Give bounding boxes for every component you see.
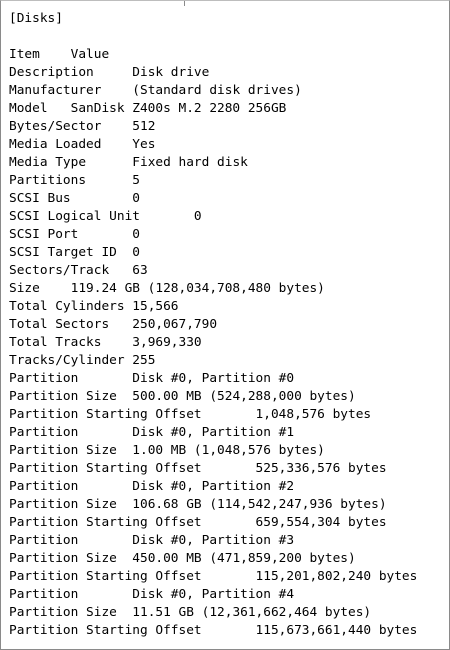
line-total-sectors: Total Sectors 250,067,790 — [9, 317, 218, 332]
line-manufacturer: Manufacturer (Standard disk drives) — [9, 83, 302, 98]
line-total-cylinders: Total Cylinders 15,566 — [9, 299, 179, 314]
line-blank — [9, 28, 417, 46]
line-description: Description Disk drive — [9, 65, 210, 80]
line-partition-2-size: Partition Size 106.68 GB (114,542,247,93… — [9, 497, 387, 512]
line-bytes-per-sector: Bytes/Sector 512 — [9, 119, 156, 134]
line-scsi-logical-unit: SCSI Logical Unit 0 — [9, 209, 202, 224]
line-sectors-per-track: Sectors/Track 63 — [9, 263, 148, 278]
line-partition-1: Partition Disk #0, Partition #1 — [9, 425, 295, 440]
line-partition-3: Partition Disk #0, Partition #3 — [9, 533, 295, 548]
line-partition-0: Partition Disk #0, Partition #0 — [9, 371, 295, 386]
window-edge-tick — [184, 1, 185, 6]
line-partitions: Partitions 5 — [9, 173, 140, 188]
line-partition-2: Partition Disk #0, Partition #2 — [9, 479, 295, 494]
line-model: Model SanDisk Z400s M.2 2280 256GB — [9, 101, 287, 116]
line-partition-1-offset: Partition Starting Offset 525,336,576 by… — [9, 461, 387, 476]
line-tracks-per-cylinder: Tracks/Cylinder 255 — [9, 353, 156, 368]
line-scsi-port: SCSI Port 0 — [9, 227, 140, 242]
line-partition-1-size: Partition Size 1.00 MB (1,048,576 bytes) — [9, 443, 325, 458]
line-partition-4-size: Partition Size 11.51 GB (12,361,662,464 … — [9, 605, 372, 620]
line-partition-4-offset: Partition Starting Offset 115,673,661,44… — [9, 623, 418, 638]
line-partition-0-size: Partition Size 500.00 MB (524,288,000 by… — [9, 389, 356, 404]
line-size: Size 119.24 GB (128,034,708,480 bytes) — [9, 281, 325, 296]
line-partition-3-offset: Partition Starting Offset 115,201,802,24… — [9, 569, 418, 584]
line-scsi-bus: SCSI Bus 0 — [9, 191, 140, 206]
text-content[interactable]: [Disks] Item Value Description Disk drive M… — [9, 10, 417, 640]
line-media-type: Media Type Fixed hard disk — [9, 155, 248, 170]
line-column-headers: Item Value — [9, 47, 110, 62]
line-partition-0-offset: Partition Starting Offset 1,048,576 byte… — [9, 407, 372, 422]
line-partition-3-size: Partition Size 450.00 MB (471,859,200 by… — [9, 551, 356, 566]
line-total-tracks: Total Tracks 3,969,330 — [9, 335, 202, 350]
line-scsi-target-id: SCSI Target ID 0 — [9, 245, 140, 260]
line-partition-4: Partition Disk #0, Partition #4 — [9, 587, 295, 602]
line-media-loaded: Media Loaded Yes — [9, 137, 156, 152]
line-section-header: [Disks] — [9, 11, 63, 26]
line-partition-2-offset: Partition Starting Offset 659,554,304 by… — [9, 515, 387, 530]
